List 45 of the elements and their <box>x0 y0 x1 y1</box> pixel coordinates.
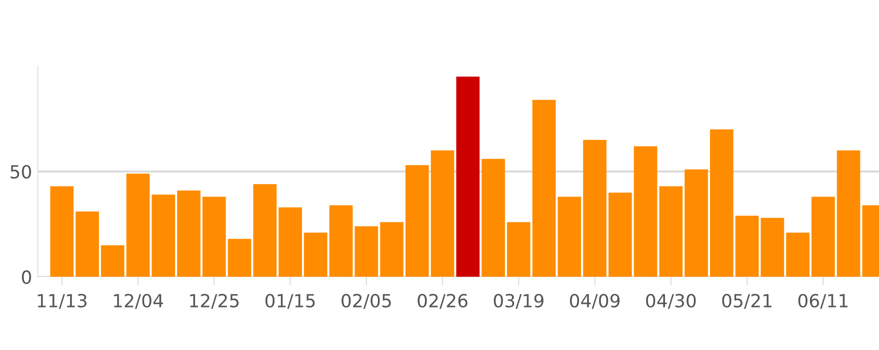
bar <box>506 222 530 277</box>
x-tick-label: 05/21 <box>722 294 772 309</box>
bar <box>304 232 328 277</box>
x-tick-label: 06/11 <box>798 294 848 309</box>
x-tick-label: 03/19 <box>494 294 544 309</box>
bar <box>202 196 226 277</box>
x-tick-label: 04/09 <box>570 294 620 309</box>
bar <box>76 212 99 277</box>
bar <box>583 140 606 277</box>
bar <box>836 150 860 277</box>
bar <box>126 174 150 277</box>
bar <box>482 158 505 277</box>
bar <box>152 194 176 277</box>
bar <box>760 218 784 277</box>
bar <box>710 129 734 277</box>
bar <box>684 169 708 277</box>
x-tick-label: 12/04 <box>114 294 164 309</box>
bar <box>812 196 835 277</box>
x-tick-label: 01/15 <box>265 294 315 309</box>
x-tick-label: 11/13 <box>38 294 86 309</box>
bar <box>100 245 124 277</box>
bar <box>456 76 480 277</box>
x-tick-label: 12/25 <box>190 294 239 309</box>
x-tick-label: 02/05 <box>342 294 391 309</box>
bar <box>430 150 454 277</box>
bar <box>558 196 582 277</box>
bar <box>786 232 810 277</box>
bar <box>278 207 302 277</box>
bar <box>659 186 683 277</box>
bar <box>253 184 277 277</box>
bar <box>228 238 252 277</box>
bar <box>354 226 378 277</box>
y-tick-label: 50 <box>10 164 32 179</box>
bar <box>177 190 200 277</box>
bar <box>608 192 632 277</box>
bar <box>634 146 658 277</box>
bar <box>380 222 404 277</box>
bar <box>532 100 556 277</box>
bar <box>735 216 759 277</box>
bar <box>50 186 74 277</box>
bar <box>405 165 429 277</box>
bar <box>329 205 353 277</box>
x-tick-label: 04/30 <box>646 294 696 309</box>
y-tick-label: 0 <box>22 270 32 284</box>
x-tick-label: 02/26 <box>418 294 468 309</box>
